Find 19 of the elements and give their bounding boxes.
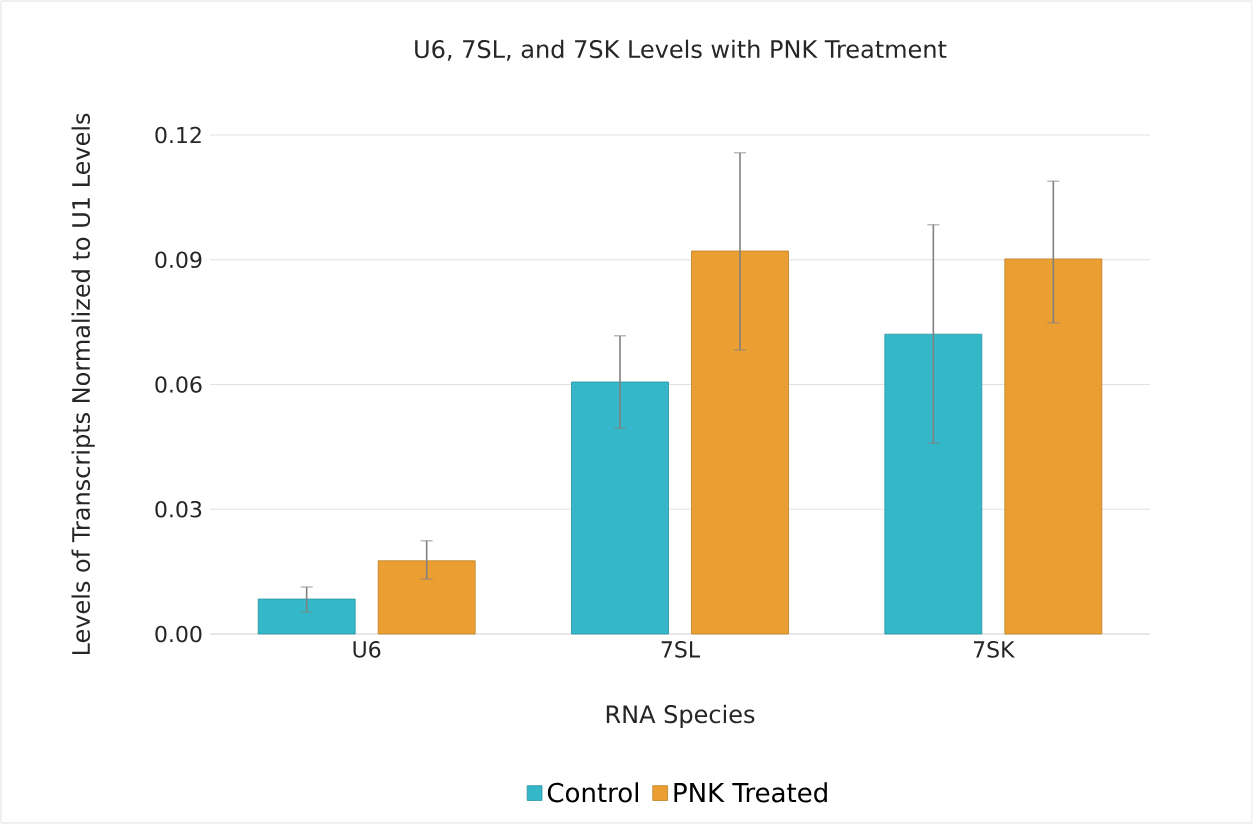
x-tick-label: 7SL [661,641,700,658]
x-axis-title: RNA Species [606,704,755,728]
bar [1004,258,1103,635]
legend-label: PNK Treated [674,782,827,803]
y-tick-label: 0.09 [155,251,202,269]
y-tick-label: 0.03 [155,500,202,518]
y-axis-title: Levels of Transcripts Normalized to U1 Levels [71,113,95,655]
bar [377,560,476,635]
x-tick-label: 7SK [973,641,1015,658]
y-tick-label: 0.12 [155,126,201,144]
bar [884,333,983,635]
bar [571,381,669,635]
chart-title: U6, 7SL, and 7SK Levels with PNK Treatment [415,39,947,61]
bar [691,250,789,635]
y-tick-label: 0.00 [155,625,202,643]
bar [257,598,356,635]
y-tick-label: 0.06 [155,376,202,393]
legend-label: Control [547,782,638,803]
x-tick-label: U6 [353,641,381,658]
